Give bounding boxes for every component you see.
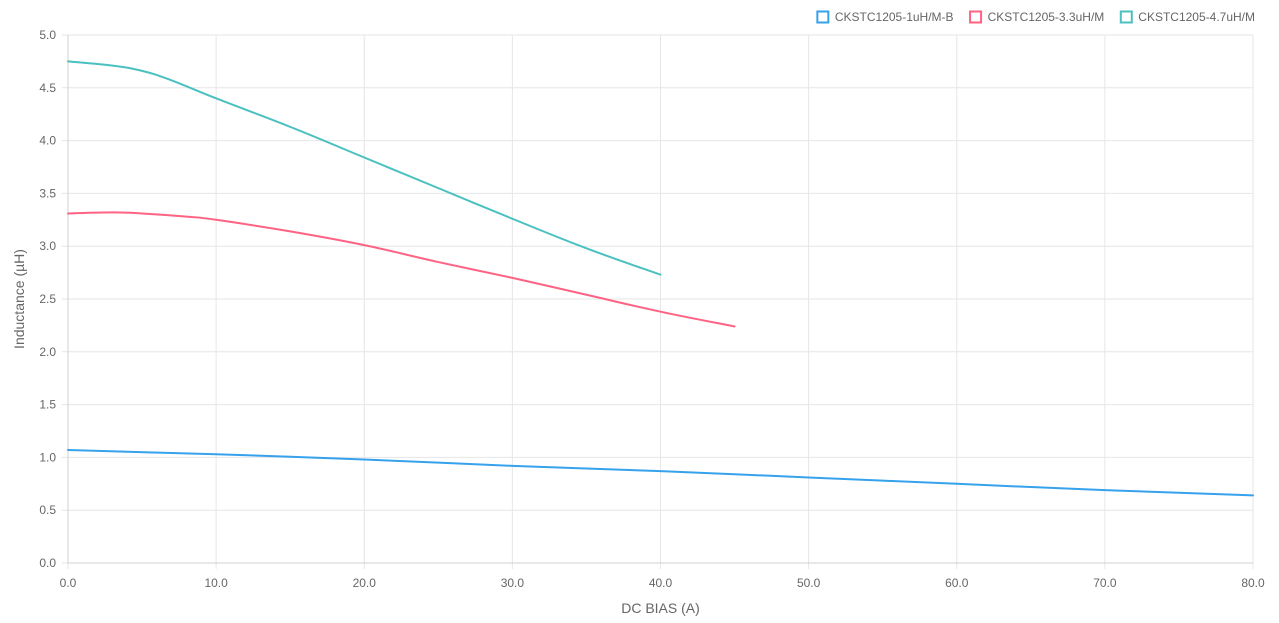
axes: 0.0 10.0 20.0 30.0 40.0 50.0 60.0 70.0 80.0 0.0 0.… [39,28,1265,590]
x-tick-label: 50.0 [797,576,821,590]
x-tick-label: 20.0 [353,576,377,590]
legend-item[interactable]: CKSTC1205-3.3uH/M [969,10,1105,24]
legend-swatch [969,10,983,24]
y-tick-label: 4.0 [39,134,56,148]
y-tick-label: 0.5 [39,503,56,517]
legend-item[interactable]: CKSTC1205-1uH/M-B [816,10,954,24]
y-tick-label: 0.0 [39,556,56,570]
y-tick-label: 4.5 [39,81,56,95]
y-tick-label: 1.5 [39,398,56,412]
x-axis-title: DC BIAS (A) [621,600,700,616]
legend-label: CKSTC1205-1uH/M-B [835,10,954,24]
legend-label: CKSTC1205-3.3uH/M [988,10,1105,24]
x-tick-label: 10.0 [204,576,228,590]
y-tick-label: 3.0 [39,239,56,253]
y-tick-label: 2.0 [39,345,56,359]
legend-swatch [816,10,830,24]
legend-swatch [1119,10,1133,24]
y-axis-title: Inductance (µH) [11,249,27,349]
legend: CKSTC1205-1uH/M-B CKSTC1205-3.3uH/M CKSTC1… [816,10,1255,24]
series-line-ckstc1205-3-3uh-m [67,211,736,328]
series-line-ckstc1205-1uh-m-b [67,449,1254,497]
legend-label: CKSTC1205-4.7uH/M [1138,10,1255,24]
y-tick-label: 3.5 [39,186,56,200]
series-line-ckstc1205-4-7uh-m [67,60,662,276]
legend-item[interactable]: CKSTC1205-4.7uH/M [1119,10,1255,24]
y-tick-label: 5.0 [39,28,56,42]
y-tick-label: 1.0 [39,450,56,464]
x-tick-label: 60.0 [945,576,969,590]
x-tick-label: 40.0 [649,576,673,590]
x-tick-label: 30.0 [501,576,525,590]
series-lines [67,60,1254,497]
x-tick-label: 70.0 [1093,576,1117,590]
grid [62,34,1254,569]
y-tick-label: 2.5 [39,292,56,306]
x-tick-label: 80.0 [1241,576,1265,590]
x-tick-label: 0.0 [60,576,77,590]
